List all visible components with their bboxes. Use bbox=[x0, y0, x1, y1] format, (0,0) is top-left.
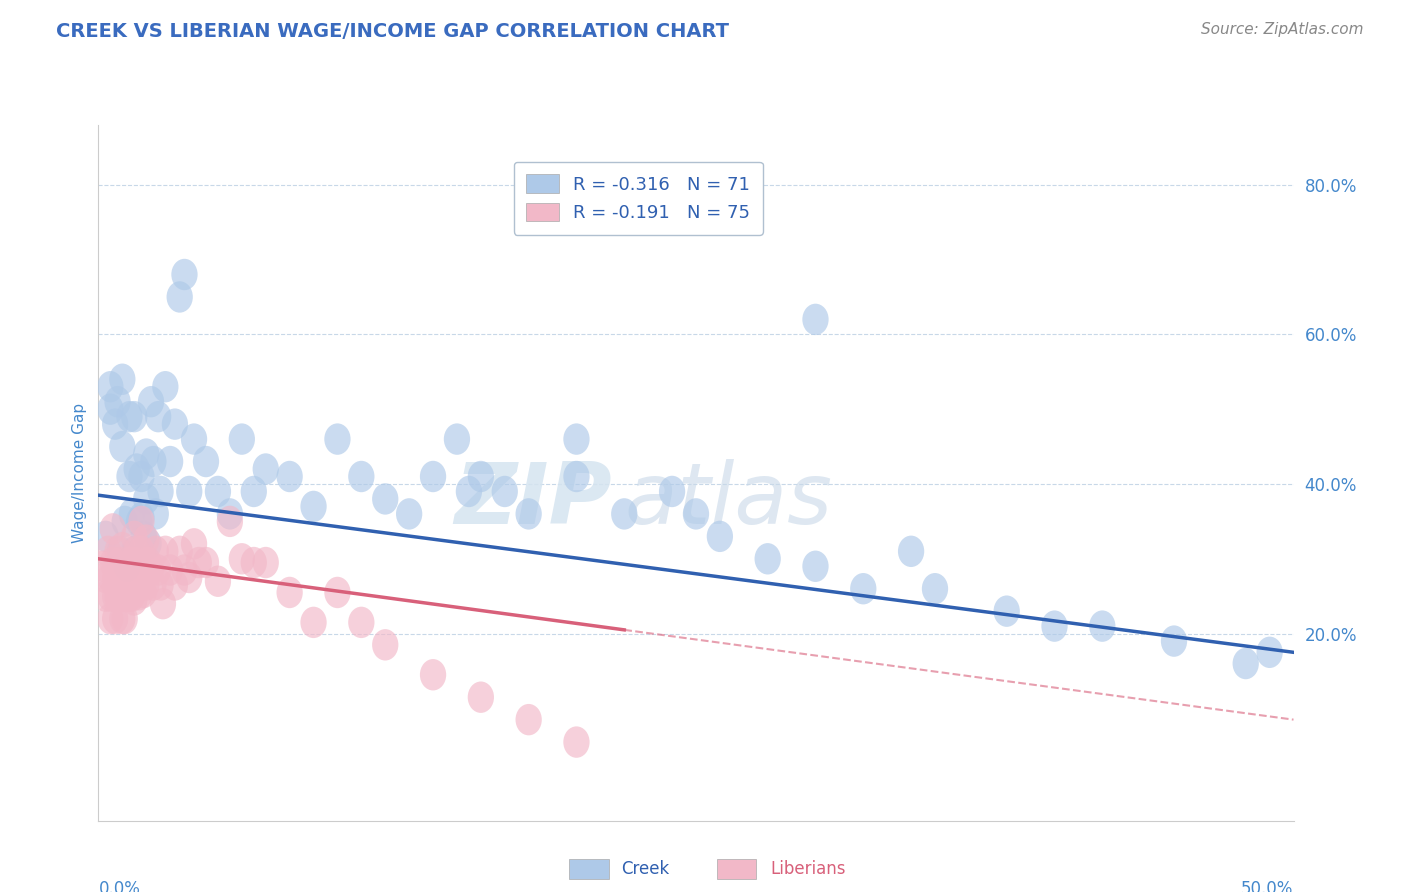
Text: 0.0%: 0.0% bbox=[98, 880, 141, 892]
Text: atlas: atlas bbox=[624, 459, 832, 542]
Legend: R = -0.316   N = 71, R = -0.191   N = 75: R = -0.316 N = 71, R = -0.191 N = 75 bbox=[513, 161, 763, 235]
Text: ZIP: ZIP bbox=[454, 459, 612, 542]
Text: Source: ZipAtlas.com: Source: ZipAtlas.com bbox=[1201, 22, 1364, 37]
Text: Liberians: Liberians bbox=[770, 860, 846, 878]
Y-axis label: Wage/Income Gap: Wage/Income Gap bbox=[72, 402, 87, 543]
Text: Creek: Creek bbox=[621, 860, 669, 878]
Text: 50.0%: 50.0% bbox=[1241, 880, 1294, 892]
Text: CREEK VS LIBERIAN WAGE/INCOME GAP CORRELATION CHART: CREEK VS LIBERIAN WAGE/INCOME GAP CORREL… bbox=[56, 22, 730, 41]
